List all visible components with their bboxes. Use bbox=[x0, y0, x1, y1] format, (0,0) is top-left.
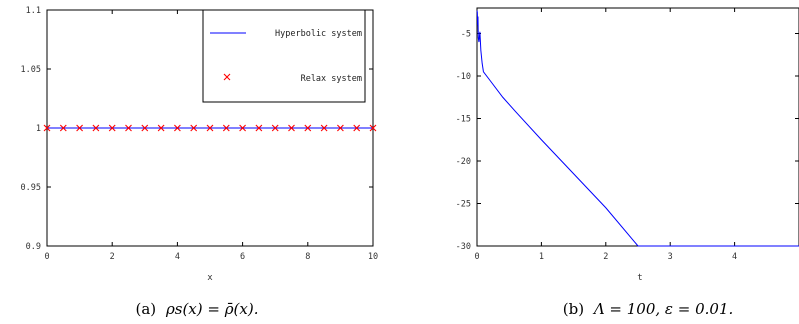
x-tick-label: 1 bbox=[539, 252, 544, 262]
data-point-relax bbox=[239, 124, 246, 132]
series-area-a bbox=[43, 124, 377, 132]
x-ticks-b: 0 1 2 3 4 bbox=[474, 8, 737, 262]
caption-a-math: ρs(x) = ρ̄(x). bbox=[165, 300, 259, 318]
data-point-relax bbox=[108, 124, 116, 132]
x-tick-label: 4 bbox=[732, 252, 737, 262]
x-tick-label: 3 bbox=[668, 252, 673, 262]
series-area-b bbox=[476, 10, 799, 247]
data-point-relax bbox=[320, 124, 328, 132]
x-tick-label: 2 bbox=[603, 252, 608, 262]
data-point-relax bbox=[157, 124, 165, 132]
data-point-relax bbox=[174, 124, 181, 132]
x-axis-label-b: t bbox=[637, 273, 642, 283]
legend-label-relax: Relax system bbox=[301, 74, 362, 84]
y-tick-label: 0.9 bbox=[26, 242, 41, 252]
y-ticks-b: -5 -10 -15 -20 -25 -30 bbox=[456, 30, 799, 252]
legend-a: Hyperbolic system Relax system bbox=[202, 9, 366, 103]
legend-swatch-relax bbox=[223, 73, 231, 81]
caption-a: (a) ρs(x) = ρ̄(x). bbox=[136, 300, 259, 318]
data-point-relax bbox=[304, 124, 312, 132]
caption-a-label: (a) bbox=[136, 300, 157, 318]
data-point-relax bbox=[76, 124, 83, 132]
data-point-relax bbox=[255, 124, 263, 132]
y-tick-label: 1 bbox=[36, 124, 41, 134]
caption-b-label: (b) bbox=[563, 300, 584, 318]
x-tick-label: 8 bbox=[305, 252, 310, 262]
legend-label-hyperbolic: Hyperbolic system bbox=[275, 29, 362, 39]
x-tick-label: 4 bbox=[175, 252, 180, 262]
caption-b-math: Λ = 100, ε = 0.01. bbox=[592, 300, 733, 318]
y-tick-label: 1.05 bbox=[21, 65, 41, 75]
data-point-relax bbox=[288, 124, 295, 132]
y-tick-label: -10 bbox=[456, 72, 471, 82]
x-axis-label-a: x bbox=[207, 273, 213, 283]
data-point-relax bbox=[125, 124, 132, 132]
data-point-relax bbox=[369, 124, 377, 132]
data-point-relax bbox=[222, 124, 230, 132]
data-point-relax bbox=[92, 124, 100, 132]
y-ticks-a: 0.9 0.95 1 1.05 1.1 bbox=[21, 6, 373, 252]
y-tick-label: -15 bbox=[456, 115, 471, 125]
data-point-relax bbox=[59, 124, 67, 132]
panel-b: -5 -10 -15 -20 -25 -30 0 1 2 3 4 t (b) Λ = 100, ε… bbox=[456, 7, 799, 318]
y-tick-label: -25 bbox=[456, 200, 471, 210]
legend-box-a bbox=[202, 9, 366, 103]
panel-a: 0.9 0.95 1 1.05 1.1 0 2 4 6 8 10 x Hyperbolic sys… bbox=[21, 6, 379, 318]
y-tick-label: -20 bbox=[456, 157, 471, 167]
y-tick-label: -5 bbox=[461, 30, 471, 40]
data-point-relax bbox=[353, 124, 361, 132]
data-point-relax bbox=[271, 124, 279, 132]
y-tick-label: -30 bbox=[456, 242, 471, 252]
x-tick-label: 6 bbox=[240, 252, 245, 262]
data-point-relax bbox=[141, 124, 149, 132]
data-point-relax bbox=[206, 124, 214, 132]
data-point-relax bbox=[337, 124, 344, 132]
x-tick-label: 0 bbox=[474, 252, 479, 262]
y-tick-label: 0.95 bbox=[21, 183, 41, 193]
series-line-b-0 bbox=[476, 10, 799, 247]
y-tick-label: 1.1 bbox=[26, 6, 41, 16]
x-tick-label: 0 bbox=[44, 252, 49, 262]
data-point-relax bbox=[43, 124, 51, 132]
x-tick-label: 10 bbox=[368, 252, 378, 262]
data-point-relax bbox=[190, 124, 198, 132]
caption-b: (b) Λ = 100, ε = 0.01. bbox=[563, 300, 734, 318]
x-tick-label: 2 bbox=[110, 252, 115, 262]
plot-frame-b bbox=[476, 7, 799, 247]
